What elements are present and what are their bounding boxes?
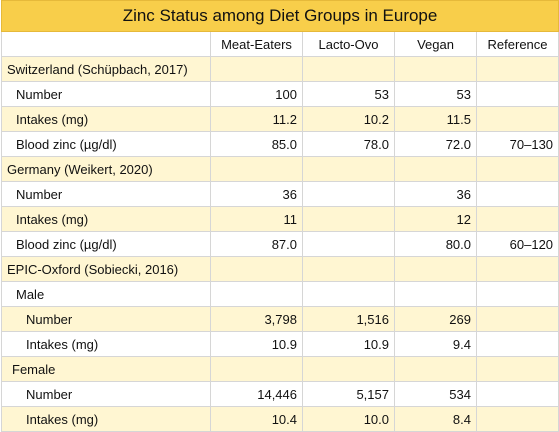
table-cell: 11 xyxy=(210,206,303,232)
row-label: Germany (Weikert, 2020) xyxy=(1,156,211,182)
row-label: Switzerland (Schüpbach, 2017) xyxy=(1,56,211,82)
table-cell xyxy=(302,281,395,307)
row-label: Intakes (mg) xyxy=(1,206,211,232)
table-row: Number 14,446 5,157 534 xyxy=(1,381,559,407)
row-label: Blood zinc (µg/dl) xyxy=(1,231,211,257)
header-vegan: Vegan xyxy=(394,31,477,57)
table-cell: 70–130 xyxy=(475,131,559,157)
header-blank-cell xyxy=(1,31,211,57)
table-cell xyxy=(394,281,477,307)
table-cell xyxy=(394,156,477,182)
header-meat-eaters: Meat-Eaters xyxy=(210,31,303,57)
table-row: Number 100 53 53 xyxy=(1,81,559,107)
table-cell xyxy=(475,281,559,307)
table-cell xyxy=(394,56,477,82)
table-cell xyxy=(475,56,559,82)
table-cell xyxy=(475,181,559,207)
table-cell xyxy=(210,156,303,182)
header-lacto-ovo: Lacto-Ovo xyxy=(302,31,395,57)
table-cell xyxy=(394,256,477,282)
table-cell: 269 xyxy=(394,306,477,332)
row-label: Number xyxy=(1,81,211,107)
table-cell: 9.4 xyxy=(394,331,477,357)
table-cell xyxy=(302,156,395,182)
table-cell xyxy=(302,356,395,382)
row-label: Intakes (mg) xyxy=(1,406,211,432)
table-cell: 14,446 xyxy=(210,381,303,407)
table-cell: 10.4 xyxy=(210,406,303,432)
table-cell: 85.0 xyxy=(210,131,303,157)
table-cell: 60–120 xyxy=(475,231,559,257)
header-row: Meat-Eaters Lacto-Ovo Vegan Reference xyxy=(1,31,559,57)
table-row: Blood zinc (µg/dl) 87.0 80.0 60–120 xyxy=(1,231,559,257)
table-cell: 5,157 xyxy=(302,381,395,407)
table-cell: 10.9 xyxy=(210,331,303,357)
table-cell xyxy=(475,81,559,107)
table-row: Intakes (mg) 10.9 10.9 9.4 xyxy=(1,331,559,357)
table-cell: 53 xyxy=(394,81,477,107)
table-cell: 36 xyxy=(394,181,477,207)
table-title: Zinc Status among Diet Groups in Europe xyxy=(0,0,559,32)
table-row: Blood zinc (µg/dl) 85.0 78.0 72.0 70–130 xyxy=(1,131,559,157)
table-cell xyxy=(394,356,477,382)
table-cell: 10.2 xyxy=(302,106,395,132)
table-cell xyxy=(302,56,395,82)
table-cell: 1,516 xyxy=(302,306,395,332)
table-cell xyxy=(475,156,559,182)
row-label: EPIC-Oxford (Sobiecki, 2016) xyxy=(1,256,211,282)
table-row: Male xyxy=(1,281,559,307)
table-cell xyxy=(475,106,559,132)
table-cell: 78.0 xyxy=(302,131,395,157)
row-label: Intakes (mg) xyxy=(1,331,211,357)
table-cell: 11.2 xyxy=(210,106,303,132)
table-cell xyxy=(210,256,303,282)
table-cell xyxy=(302,206,395,232)
table-cell xyxy=(210,56,303,82)
table-cell: 12 xyxy=(394,206,477,232)
table-row: Switzerland (Schüpbach, 2017) xyxy=(1,56,559,82)
table-cell xyxy=(302,181,395,207)
row-label: Female xyxy=(1,356,211,382)
table-cell xyxy=(475,256,559,282)
table-cell: 10.0 xyxy=(302,406,395,432)
row-label: Number xyxy=(1,381,211,407)
table-cell: 80.0 xyxy=(394,231,477,257)
row-label: Number xyxy=(1,181,211,207)
table-cell xyxy=(210,281,303,307)
table-cell xyxy=(475,331,559,357)
table-row: Female xyxy=(1,356,559,382)
table-cell: 72.0 xyxy=(394,131,477,157)
table-cell: 11.5 xyxy=(394,106,477,132)
table-row: Intakes (mg) 11 12 xyxy=(1,206,559,232)
table-cell: 87.0 xyxy=(210,231,303,257)
table-cell xyxy=(475,406,559,432)
table-cell: 36 xyxy=(210,181,303,207)
title-row: Zinc Status among Diet Groups in Europe xyxy=(0,0,559,32)
table-cell: 534 xyxy=(394,381,477,407)
table-cell xyxy=(475,356,559,382)
row-label: Blood zinc (µg/dl) xyxy=(1,131,211,157)
table-row: EPIC-Oxford (Sobiecki, 2016) xyxy=(1,256,559,282)
table-cell: 3,798 xyxy=(210,306,303,332)
table-row: Intakes (mg) 11.2 10.2 11.5 xyxy=(1,106,559,132)
table-row: Intakes (mg) 10.4 10.0 8.4 xyxy=(1,406,559,432)
table-row: Number 36 36 xyxy=(1,181,559,207)
table-cell xyxy=(302,231,395,257)
table-cell xyxy=(210,356,303,382)
table-cell: 100 xyxy=(210,81,303,107)
table-cell xyxy=(302,256,395,282)
row-label: Intakes (mg) xyxy=(1,106,211,132)
header-reference: Reference xyxy=(475,31,559,57)
row-label: Number xyxy=(1,306,211,332)
row-label: Male xyxy=(1,281,211,307)
table-cell: 53 xyxy=(302,81,395,107)
table-cell xyxy=(475,206,559,232)
table-cell xyxy=(475,306,559,332)
table-cell xyxy=(475,381,559,407)
table-row: Germany (Weikert, 2020) xyxy=(1,156,559,182)
table-cell: 8.4 xyxy=(394,406,477,432)
table-row: Number 3,798 1,516 269 xyxy=(1,306,559,332)
table-cell: 10.9 xyxy=(302,331,395,357)
